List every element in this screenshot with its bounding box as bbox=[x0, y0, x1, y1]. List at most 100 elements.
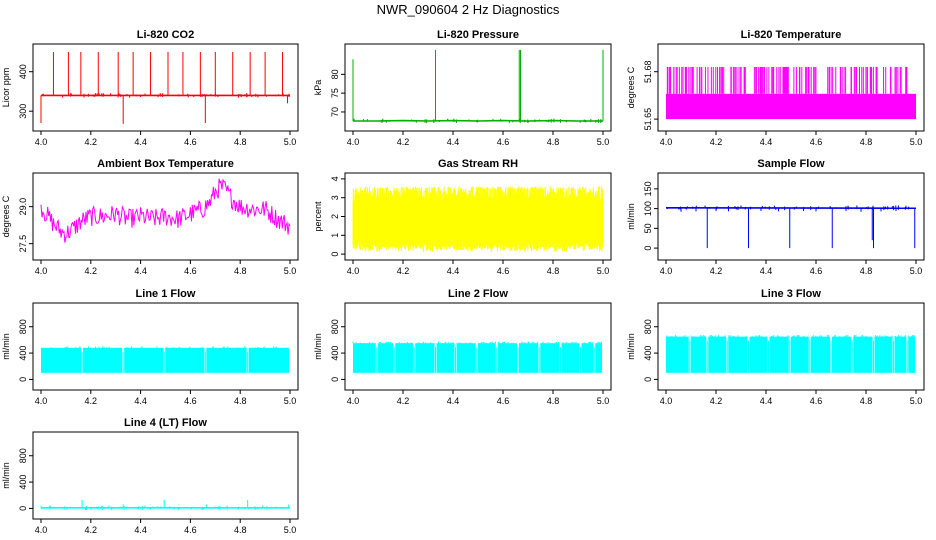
y-tick-label: 400 bbox=[18, 64, 28, 79]
y-tick-label: 50 bbox=[643, 223, 653, 233]
x-tick-label: 4.0 bbox=[347, 396, 360, 406]
flow-block bbox=[165, 347, 205, 373]
flow-block bbox=[595, 343, 602, 373]
x-tick-label: 4.8 bbox=[234, 396, 247, 406]
x-tick-label: 4.6 bbox=[497, 137, 510, 147]
panel-title: Li-820 CO2 bbox=[137, 29, 194, 41]
x-tick-label: 4.8 bbox=[860, 266, 873, 276]
flow-block bbox=[497, 343, 517, 373]
y-tick-label: 51.65 bbox=[643, 108, 653, 131]
flow-block bbox=[540, 343, 560, 373]
panel-title: Li-820 Temperature bbox=[741, 29, 842, 41]
x-tick-label: 5.0 bbox=[910, 137, 923, 147]
y-axis-label: ml/min bbox=[626, 203, 636, 230]
panel-line-1-flow: Line 1 Flow ml/min 4.0 4.2 4.4 4.6 4.8 5.0 0 400 8… bbox=[1, 288, 299, 406]
x-tick-label: 4.2 bbox=[397, 137, 410, 147]
y-axis-label: ml/min bbox=[1, 462, 11, 489]
x-tick-label: 4.2 bbox=[397, 396, 410, 406]
x-tick-label: 4.4 bbox=[134, 396, 147, 406]
flow-block bbox=[353, 343, 376, 373]
x-tick-label: 4.4 bbox=[760, 137, 773, 147]
panel-line-4-lt-flow: Line 4 (LT) Flow ml/min 4.0 4.2 4.4 4.6 4.8 5.0… bbox=[1, 417, 299, 535]
filled-band bbox=[666, 93, 916, 120]
y-tick-label: 800 bbox=[330, 319, 340, 334]
x-tick-label: 4.6 bbox=[184, 396, 197, 406]
y-tick-label: 400 bbox=[18, 346, 28, 361]
x-tick-label: 4.4 bbox=[760, 266, 773, 276]
x-tick-label: 4.4 bbox=[447, 266, 460, 276]
x-tick-label: 4.6 bbox=[497, 396, 510, 406]
flow-block bbox=[83, 347, 123, 373]
panel-li-820-co2: Li-820 CO2 Licor ppm 4.0 4.2 4.4 4.6 4.8 5.0 300… bbox=[1, 29, 299, 147]
x-tick-label: 4.4 bbox=[447, 396, 460, 406]
plot-frame bbox=[32, 302, 299, 391]
data-area bbox=[41, 346, 290, 373]
flow-block bbox=[206, 347, 247, 373]
flow-block bbox=[810, 336, 830, 373]
x-tick-label: 4.8 bbox=[860, 137, 873, 147]
flow-block bbox=[790, 336, 809, 373]
plot-frame bbox=[32, 172, 299, 261]
x-tick-label: 4.2 bbox=[397, 266, 410, 276]
x-tick-label: 4.6 bbox=[810, 266, 823, 276]
x-tick-label: 5.0 bbox=[284, 266, 297, 276]
y-tick-label: 0 bbox=[643, 377, 653, 382]
x-tick-label: 5.0 bbox=[284, 396, 297, 406]
x-tick-label: 4.6 bbox=[184, 137, 197, 147]
data-area bbox=[665, 205, 917, 249]
flow-block bbox=[124, 347, 164, 373]
panel-title: Line 2 Flow bbox=[448, 288, 508, 300]
x-tick-label: 5.0 bbox=[910, 396, 923, 406]
flow-block bbox=[708, 336, 727, 373]
y-axis-label: ml/min bbox=[313, 333, 323, 360]
y-tick-label: 3 bbox=[330, 195, 340, 200]
flow-block bbox=[769, 336, 789, 373]
plot-frame bbox=[344, 43, 612, 132]
y-tick-label: 800 bbox=[18, 319, 28, 334]
flow-block bbox=[456, 343, 476, 373]
y-tick-label: 800 bbox=[643, 319, 653, 334]
panel-gas-stream-rh: Gas Stream RH percent 4.0 4.2 4.4 4.6 4.8 5.0 0 1… bbox=[313, 158, 612, 276]
y-tick-label: 0 bbox=[18, 506, 28, 511]
data-area bbox=[666, 66, 916, 120]
y-tick-label: 100 bbox=[643, 201, 653, 216]
x-tick-label: 4.0 bbox=[660, 396, 673, 406]
x-tick-label: 4.2 bbox=[85, 137, 98, 147]
x-tick-label: 4.4 bbox=[760, 396, 773, 406]
x-tick-label: 4.2 bbox=[710, 396, 723, 406]
x-tick-label: 5.0 bbox=[284, 137, 297, 147]
data-area bbox=[40, 499, 290, 511]
panel-sample-flow: Sample Flow ml/min 4.0 4.2 4.4 4.6 4.8 5.0 0 50 10… bbox=[626, 158, 925, 276]
plot-frame bbox=[32, 431, 299, 520]
y-tick-label: 51.68 bbox=[643, 60, 653, 83]
y-tick-label: 1 bbox=[330, 233, 340, 238]
data-area bbox=[352, 49, 604, 124]
x-tick-label: 4.0 bbox=[35, 396, 48, 406]
x-tick-label: 4.8 bbox=[547, 396, 560, 406]
panel-title: Line 4 (LT) Flow bbox=[124, 417, 207, 429]
panel-title: Ambient Box Temperature bbox=[97, 158, 234, 170]
flow-block bbox=[581, 343, 594, 373]
y-tick-label: 27.5 bbox=[18, 235, 28, 253]
flow-block bbox=[666, 336, 689, 373]
x-tick-label: 4.8 bbox=[234, 137, 247, 147]
x-tick-label: 4.8 bbox=[547, 137, 560, 147]
flow-block bbox=[519, 343, 539, 373]
panel-title: Sample Flow bbox=[757, 158, 825, 170]
x-tick-label: 4.4 bbox=[134, 137, 147, 147]
flow-block bbox=[728, 336, 748, 373]
data-area bbox=[352, 186, 604, 252]
flow-block bbox=[690, 336, 707, 373]
x-tick-label: 4.8 bbox=[860, 396, 873, 406]
panel-title: Li-820 Pressure bbox=[437, 29, 519, 41]
y-tick-label: 70 bbox=[330, 107, 340, 117]
y-tick-label: 0 bbox=[18, 377, 28, 382]
panel-line-3-flow: Line 3 Flow ml/min 4.0 4.2 4.4 4.6 4.8 5.0 0 400 8… bbox=[626, 288, 925, 406]
x-tick-label: 4.6 bbox=[184, 525, 197, 535]
panel-ambient-box-temperature: Ambient Box Temperature degrees C 4.0 4.2 4.… bbox=[1, 158, 299, 276]
flow-block bbox=[377, 343, 394, 373]
x-tick-label: 4.0 bbox=[660, 137, 673, 147]
y-tick-label: 800 bbox=[18, 448, 28, 463]
x-tick-label: 4.0 bbox=[660, 266, 673, 276]
